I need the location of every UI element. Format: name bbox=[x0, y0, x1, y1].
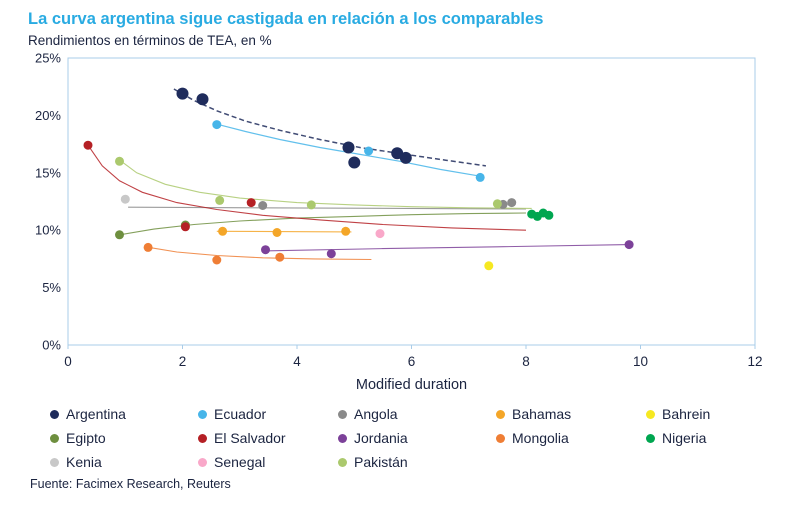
data-point-bahamas bbox=[272, 227, 282, 237]
x-tick-label: 2 bbox=[179, 354, 187, 369]
legend-label: Senegal bbox=[214, 453, 266, 470]
data-point-argentina bbox=[348, 156, 361, 169]
legend-dot-icon bbox=[50, 457, 59, 467]
trend-line-ecuador bbox=[213, 122, 481, 177]
data-point-jordania bbox=[261, 244, 270, 254]
legend-item-el-salvador: El Salvador bbox=[198, 427, 338, 450]
data-point-argentina bbox=[196, 93, 209, 106]
data-point-ecuador bbox=[212, 119, 222, 129]
data-point-mongolia bbox=[143, 242, 153, 252]
legend-dot-icon bbox=[646, 433, 655, 443]
legend-label: Pakistán bbox=[354, 453, 408, 470]
legend-dot-icon bbox=[198, 457, 207, 467]
legend-item-senegal: Senegal bbox=[198, 451, 338, 474]
legend-dot-icon bbox=[496, 409, 505, 419]
data-point-angola bbox=[258, 200, 268, 210]
data-point-egipto bbox=[115, 230, 124, 240]
x-axis-label: Modified duration bbox=[356, 377, 467, 393]
legend-label: Bahrein bbox=[662, 405, 711, 422]
trend-line-jordania bbox=[262, 243, 630, 252]
data-point-mongolia bbox=[212, 255, 222, 265]
legend-item-argentina: Argentina bbox=[50, 403, 198, 426]
report-page: La curva argentina sigue castigada en re… bbox=[28, 10, 782, 491]
chart-subtitle: Rendimientos en términos de TEA, en % bbox=[28, 32, 272, 48]
data-point-kenia bbox=[120, 194, 130, 204]
data-point-pakistán bbox=[215, 195, 225, 205]
chart-title: La curva argentina sigue castigada en re… bbox=[28, 10, 544, 28]
legend-dot-icon bbox=[496, 433, 505, 443]
legend-item-nigeria: Nigeria bbox=[646, 427, 776, 450]
legend-item-egipto: Egipto bbox=[50, 427, 198, 450]
legend-dot-icon bbox=[338, 457, 347, 467]
legend-label: Angola bbox=[354, 405, 398, 422]
data-point-pakistán bbox=[306, 200, 316, 210]
legend-dot-icon bbox=[50, 433, 59, 443]
data-point-nigeria bbox=[544, 210, 554, 220]
legend-item-bahrein: Bahrein bbox=[646, 403, 776, 426]
legend-dot-icon bbox=[338, 433, 347, 443]
data-point-mongolia bbox=[275, 252, 285, 262]
data-point-bahrein bbox=[484, 261, 494, 271]
x-tick-label: 0 bbox=[64, 354, 72, 369]
data-point-pakistán bbox=[115, 156, 124, 166]
legend-dot-icon bbox=[646, 409, 655, 419]
legend-label: Mongolia bbox=[512, 429, 569, 446]
y-tick-label: 25% bbox=[35, 50, 61, 65]
data-point-el-salvador bbox=[246, 197, 256, 207]
y-tick-label: 15% bbox=[35, 165, 61, 180]
chart-svg: 0% 5% 10% 15% 20% 25% 0 2 4 6 8 10 12 Modified durati… bbox=[35, 50, 763, 393]
data-point-argentina bbox=[399, 151, 412, 164]
trend-line-el-salvador bbox=[87, 144, 527, 231]
legend-item-angola: Angola bbox=[338, 403, 496, 426]
data-point-pakistán bbox=[492, 199, 502, 209]
legend-item-mongolia: Mongolia bbox=[496, 427, 646, 450]
legend-item-kenia: Kenia bbox=[50, 451, 198, 474]
legend-label: Jordania bbox=[354, 429, 408, 446]
x-tick-label: 8 bbox=[522, 354, 530, 369]
data-point-ecuador bbox=[475, 172, 485, 182]
trend-line-argentina bbox=[173, 88, 487, 167]
legend-label: Ecuador bbox=[214, 405, 267, 422]
legend-item-ecuador: Ecuador bbox=[198, 403, 338, 426]
data-point-argentina bbox=[342, 141, 355, 154]
data-point-jordania bbox=[624, 239, 634, 249]
y-tick-label: 10% bbox=[35, 222, 61, 237]
x-tick-label: 12 bbox=[747, 354, 762, 369]
data-point-bahamas bbox=[341, 226, 351, 236]
trend-line-bahamas bbox=[216, 230, 352, 233]
data-point-senegal bbox=[375, 228, 385, 238]
legend-dot-icon bbox=[50, 409, 59, 419]
legend-item-jordania: Jordania bbox=[338, 427, 496, 450]
legend-dot-icon bbox=[198, 409, 207, 419]
legend-dot-icon bbox=[338, 409, 347, 419]
x-tick-label: 6 bbox=[408, 354, 416, 369]
legend-dot-icon bbox=[198, 433, 207, 443]
data-point-bahamas bbox=[218, 226, 228, 236]
legend-item-bahamas: Bahamas bbox=[496, 403, 646, 426]
source-note: Fuente: Facimex Research, Reuters bbox=[30, 476, 231, 491]
x-tick-label: 10 bbox=[633, 354, 648, 369]
legend-label: Kenia bbox=[66, 453, 102, 470]
plot-border bbox=[67, 57, 756, 346]
legend-item-pakistán: Pakistán bbox=[338, 451, 496, 474]
legend-label: El Salvador bbox=[214, 429, 286, 446]
x-tick-label: 4 bbox=[293, 354, 301, 369]
data-point-argentina bbox=[176, 87, 189, 100]
data-point-jordania bbox=[326, 248, 336, 258]
data-point-angola bbox=[507, 197, 517, 207]
data-point-el-salvador bbox=[180, 222, 190, 232]
legend-label: Nigeria bbox=[662, 429, 707, 446]
trend-line-mongolia bbox=[145, 246, 372, 260]
legend-label: Bahamas bbox=[512, 405, 572, 422]
legend-label: Argentina bbox=[66, 405, 126, 422]
y-tick-label: 5% bbox=[42, 280, 61, 295]
data-point-ecuador bbox=[364, 146, 374, 156]
y-tick-label: 20% bbox=[35, 108, 61, 123]
legend-label: Egipto bbox=[66, 429, 106, 446]
chart-legend: Argentina Ecuador Angola Bahamas Bahrein Egip… bbox=[50, 403, 782, 474]
trend-line-pakistán bbox=[116, 157, 532, 209]
y-tick-label: 0% bbox=[42, 337, 61, 352]
trend-line-angola bbox=[128, 206, 527, 210]
data-point-el-salvador bbox=[83, 140, 93, 150]
